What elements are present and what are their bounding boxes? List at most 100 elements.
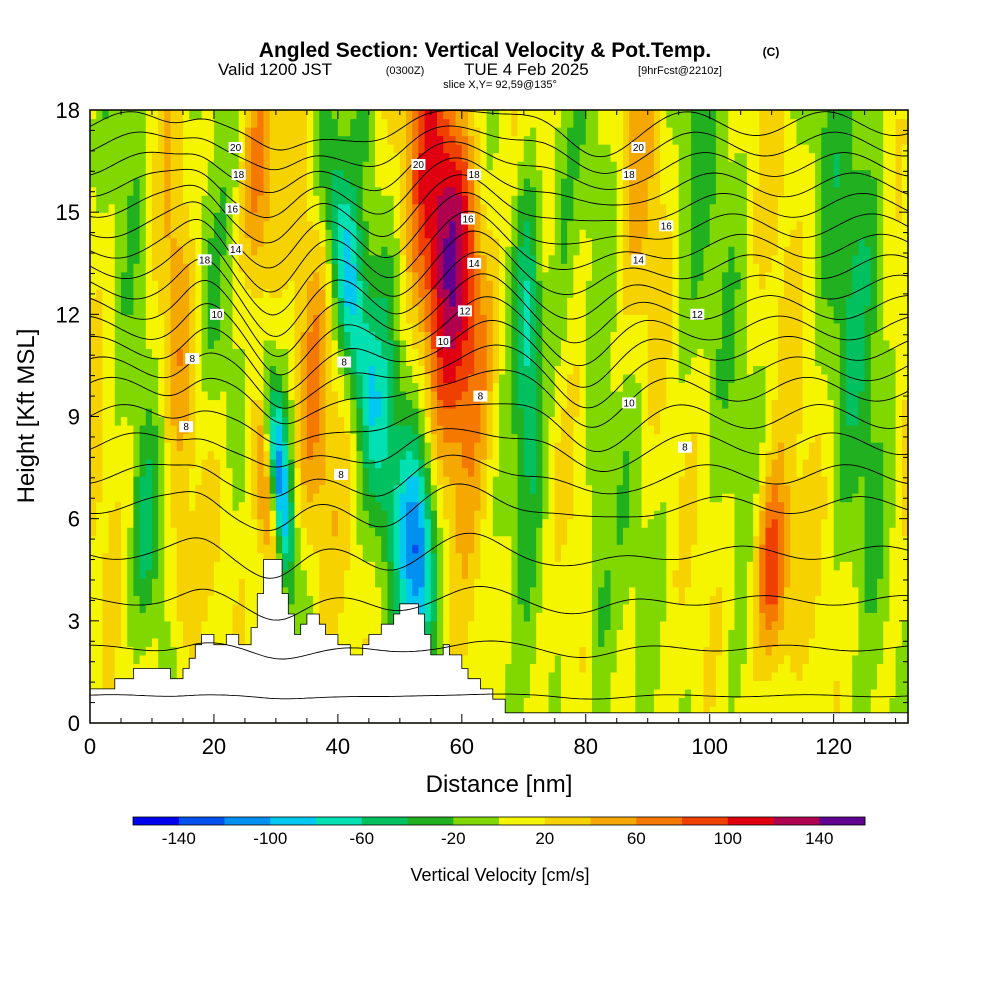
velocity-cell bbox=[102, 603, 110, 613]
velocity-cell bbox=[443, 288, 451, 298]
velocity-cell bbox=[499, 476, 506, 486]
velocity-cell bbox=[226, 527, 234, 537]
velocity-cell bbox=[517, 663, 525, 673]
velocity-cell bbox=[362, 254, 370, 264]
velocity-cell bbox=[201, 152, 209, 162]
velocity-cell bbox=[368, 442, 376, 452]
velocity-cell bbox=[306, 561, 314, 571]
velocity-cell bbox=[362, 203, 370, 213]
velocity-cell bbox=[263, 127, 271, 137]
velocity-cell bbox=[337, 595, 345, 605]
velocity-cell bbox=[455, 629, 463, 639]
velocity-cell bbox=[424, 229, 432, 239]
velocity-cell bbox=[127, 654, 134, 664]
velocity-cell bbox=[90, 671, 97, 682]
velocity-cell bbox=[127, 578, 134, 588]
velocity-cell bbox=[499, 220, 506, 230]
velocity-cell bbox=[139, 663, 147, 673]
velocity-cell bbox=[145, 637, 153, 647]
velocity-cell bbox=[294, 382, 302, 392]
velocity-cell bbox=[195, 365, 203, 375]
velocity-cell bbox=[96, 339, 103, 349]
velocity-cell bbox=[189, 646, 196, 656]
velocity-cell bbox=[238, 459, 246, 469]
velocity-cell bbox=[492, 527, 500, 537]
velocity-cell bbox=[170, 399, 178, 409]
velocity-cell bbox=[424, 246, 432, 256]
velocity-cell bbox=[350, 459, 358, 469]
velocity-cell bbox=[282, 212, 289, 222]
velocity-cell bbox=[114, 212, 122, 222]
velocity-cell bbox=[238, 527, 246, 537]
velocity-cell bbox=[269, 459, 277, 469]
velocity-cell bbox=[337, 152, 345, 162]
velocity-cell bbox=[375, 484, 382, 494]
velocity-cell bbox=[356, 544, 364, 554]
velocity-cell bbox=[133, 399, 141, 409]
velocity-cell bbox=[468, 629, 475, 639]
velocity-cell bbox=[114, 263, 122, 273]
velocity-cell bbox=[492, 595, 500, 605]
velocity-cell bbox=[244, 297, 252, 307]
velocity-cell bbox=[486, 195, 494, 205]
velocity-cell bbox=[505, 373, 512, 384]
velocity-cell bbox=[449, 535, 457, 545]
velocity-cell bbox=[102, 578, 110, 588]
velocity-cell bbox=[387, 288, 395, 298]
velocity-cell bbox=[455, 433, 463, 443]
velocity-cell bbox=[468, 569, 475, 579]
velocity-cell bbox=[368, 203, 376, 213]
velocity-cell bbox=[238, 186, 246, 196]
velocity-cell bbox=[511, 612, 519, 622]
velocity-cell bbox=[337, 254, 345, 264]
velocity-cell bbox=[151, 603, 159, 613]
velocity-cell bbox=[170, 229, 178, 239]
velocity-cell bbox=[207, 595, 215, 605]
velocity-cell bbox=[170, 467, 178, 477]
velocity-cell bbox=[158, 229, 165, 239]
velocity-cell bbox=[449, 118, 457, 128]
velocity-cell bbox=[443, 271, 451, 281]
velocity-cell bbox=[381, 373, 389, 384]
velocity-cell bbox=[195, 637, 203, 647]
velocity-cell bbox=[300, 271, 308, 281]
velocity-cell bbox=[461, 152, 469, 162]
velocity-cell bbox=[331, 552, 339, 562]
velocity-cell bbox=[158, 493, 165, 503]
velocity-cell bbox=[449, 569, 457, 579]
velocity-cell bbox=[381, 450, 389, 460]
velocity-cell bbox=[306, 322, 314, 332]
velocity-cell bbox=[220, 263, 227, 273]
velocity-cell bbox=[350, 127, 358, 137]
velocity-cell bbox=[257, 365, 265, 375]
velocity-cell bbox=[300, 595, 308, 605]
velocity-cell bbox=[251, 467, 258, 477]
velocity-cell bbox=[412, 280, 420, 290]
velocity-cell bbox=[368, 127, 376, 137]
velocity-cell bbox=[449, 578, 457, 588]
velocity-cell bbox=[368, 467, 376, 477]
velocity-cell bbox=[282, 561, 289, 571]
velocity-cell bbox=[145, 212, 153, 222]
velocity-cell bbox=[325, 178, 333, 188]
velocity-cell bbox=[213, 322, 221, 332]
velocity-cell bbox=[300, 518, 308, 528]
velocity-cell bbox=[232, 339, 240, 349]
velocity-cell bbox=[114, 365, 122, 375]
velocity-cell bbox=[375, 518, 382, 528]
velocity-cell bbox=[430, 476, 438, 486]
velocity-cell bbox=[189, 348, 196, 358]
velocity-cell bbox=[505, 586, 512, 596]
velocity-cell bbox=[282, 518, 289, 528]
velocity-cell bbox=[381, 271, 389, 281]
velocity-cell bbox=[158, 390, 165, 401]
velocity-cell bbox=[108, 442, 116, 452]
velocity-cell bbox=[412, 127, 420, 137]
velocity-cell bbox=[195, 527, 203, 537]
velocity-cell bbox=[455, 161, 463, 171]
velocity-cell bbox=[443, 237, 451, 247]
velocity-cell bbox=[176, 203, 184, 213]
velocity-cell bbox=[393, 178, 401, 188]
velocity-cell bbox=[244, 263, 252, 273]
velocity-cell bbox=[213, 493, 221, 503]
